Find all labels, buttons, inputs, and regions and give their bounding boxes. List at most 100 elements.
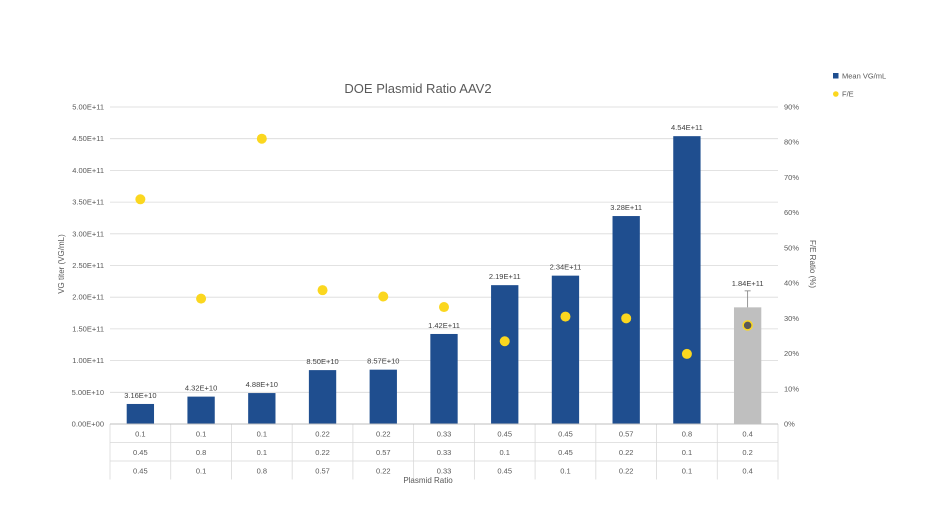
category-label: 0.57 bbox=[619, 430, 634, 439]
y-tick-label: 2.50E+11 bbox=[72, 261, 104, 270]
legend-label: F/E bbox=[842, 90, 854, 99]
y2-tick-label: 90% bbox=[784, 103, 799, 112]
category-label: 0.22 bbox=[315, 448, 330, 457]
y2-tick-label: 60% bbox=[784, 208, 799, 217]
bar-data-label: 4.88E+10 bbox=[246, 380, 278, 389]
category-label: 0.8 bbox=[257, 467, 267, 476]
y-tick-label: 3.50E+11 bbox=[72, 198, 104, 207]
y2-tick-label: 40% bbox=[784, 279, 799, 288]
category-table: 0.1 0.45 0.45 0.1 0.8 0.1 0.1 0.1 0.8 0.22 0.22 0.5… bbox=[109, 423, 779, 480]
category-label: 0.22 bbox=[376, 467, 391, 476]
y-tick-label: 1.00E+11 bbox=[72, 356, 104, 365]
y2-axis-ticks: 0% 10% 20% 30% 40% 50% 60% 70% 80% 90% bbox=[784, 103, 799, 429]
y-tick-label: 4.50E+11 bbox=[72, 134, 104, 143]
bar bbox=[551, 275, 580, 424]
y-tick-label: 3.00E+11 bbox=[72, 229, 104, 238]
category-label: 0.1 bbox=[257, 448, 267, 457]
y2-tick-label: 80% bbox=[784, 138, 799, 147]
category-label: 0.45 bbox=[497, 467, 512, 476]
category-label: 0.1 bbox=[135, 430, 145, 439]
category-label: 0.22 bbox=[376, 430, 391, 439]
y2-axis-title: F/E Ratio (%) bbox=[808, 240, 817, 288]
bar bbox=[673, 136, 701, 424]
bar-data-label: 3.16E+10 bbox=[124, 391, 156, 400]
y2-tick-label: 70% bbox=[784, 173, 799, 182]
bar bbox=[430, 333, 458, 424]
bar bbox=[187, 396, 215, 424]
bar-data-label: 2.34E+11 bbox=[550, 263, 582, 272]
category-label: 0.8 bbox=[682, 430, 692, 439]
y2-tick-label: 10% bbox=[784, 384, 799, 393]
fe-point bbox=[135, 194, 146, 205]
y-axis-ticks: 0.00E+00 5.00E+10 1.00E+11 1.50E+11 2.00E+11… bbox=[72, 103, 104, 429]
category-label: 0.1 bbox=[500, 448, 510, 457]
error-bars bbox=[744, 290, 751, 308]
category-label: 0.1 bbox=[682, 467, 692, 476]
category-label: 0.4 bbox=[742, 430, 752, 439]
category-label: 0.45 bbox=[133, 448, 148, 457]
fe-point bbox=[621, 313, 632, 324]
fe-points bbox=[135, 133, 753, 359]
y-tick-label: 5.00E+11 bbox=[72, 103, 104, 112]
category-label: 0.1 bbox=[196, 430, 206, 439]
bar bbox=[308, 370, 337, 424]
fe-point bbox=[378, 291, 389, 302]
category-label: 0.22 bbox=[315, 430, 330, 439]
bar-data-label: 4.54E+11 bbox=[671, 123, 703, 132]
category-label: 0.45 bbox=[497, 430, 512, 439]
category-label: 0.57 bbox=[376, 448, 391, 457]
chart-title: DOE Plasmid Ratio AAV2 bbox=[344, 81, 491, 96]
category-label: 0.2 bbox=[742, 448, 752, 457]
legend-label: Mean VG/mL bbox=[842, 72, 886, 81]
fe-point bbox=[317, 285, 328, 296]
y2-tick-label: 50% bbox=[784, 243, 799, 252]
fe-point bbox=[499, 336, 510, 347]
bar-data-label: 4.32E+10 bbox=[185, 384, 217, 393]
y2-tick-label: 0% bbox=[784, 420, 795, 429]
legend: Mean VG/mL F/E bbox=[833, 72, 886, 99]
y-axis-title: VG titer (VG/mL) bbox=[57, 234, 66, 294]
category-label: 0.22 bbox=[619, 448, 634, 457]
legend-swatch-bar bbox=[833, 73, 839, 79]
category-label: 0.1 bbox=[560, 467, 570, 476]
bar bbox=[248, 393, 276, 424]
category-label: 0.1 bbox=[257, 430, 267, 439]
bar-data-label: 8.50E+10 bbox=[306, 357, 338, 366]
fe-point bbox=[196, 293, 207, 304]
gridlines bbox=[110, 106, 778, 425]
bar bbox=[126, 403, 155, 424]
bar-data-label: 8.57E+10 bbox=[367, 357, 399, 366]
bar-data-label: 3.28E+11 bbox=[610, 203, 642, 212]
category-label: 0.33 bbox=[437, 448, 452, 457]
y2-tick-label: 30% bbox=[784, 314, 799, 323]
fe-point bbox=[681, 348, 692, 359]
category-label: 0.33 bbox=[437, 467, 452, 476]
y-tick-label: 4.00E+11 bbox=[72, 166, 104, 175]
x-axis-title: Plasmid Ratio bbox=[403, 476, 453, 485]
category-label: 0.1 bbox=[196, 467, 206, 476]
category-label: 0.4 bbox=[742, 467, 752, 476]
category-label: 0.8 bbox=[196, 448, 206, 457]
category-label: 0.45 bbox=[558, 430, 573, 439]
y-tick-label: 1.50E+11 bbox=[72, 324, 104, 333]
fe-point bbox=[439, 302, 449, 313]
category-label: 0.1 bbox=[682, 448, 692, 457]
fe-point bbox=[742, 320, 753, 331]
y-tick-label: 0.00E+00 bbox=[72, 420, 104, 429]
category-label: 0.22 bbox=[619, 467, 634, 476]
y2-tick-label: 20% bbox=[784, 349, 799, 358]
category-label: 0.45 bbox=[133, 467, 148, 476]
y-tick-label: 5.00E+10 bbox=[72, 388, 104, 397]
bar-data-label: 1.42E+11 bbox=[428, 321, 460, 330]
bars bbox=[126, 136, 762, 424]
bar-data-label: 1.84E+11 bbox=[732, 279, 764, 288]
legend-swatch-dot bbox=[833, 91, 839, 97]
fe-point bbox=[560, 311, 571, 322]
bar-labels: 3.16E+10 4.32E+10 4.88E+10 8.50E+10 8.57E+10… bbox=[124, 123, 763, 400]
y-tick-label: 2.00E+11 bbox=[72, 293, 104, 302]
fe-point bbox=[256, 133, 267, 144]
bar bbox=[491, 285, 519, 424]
category-label: 0.33 bbox=[437, 430, 452, 439]
category-label: 0.45 bbox=[558, 448, 573, 457]
